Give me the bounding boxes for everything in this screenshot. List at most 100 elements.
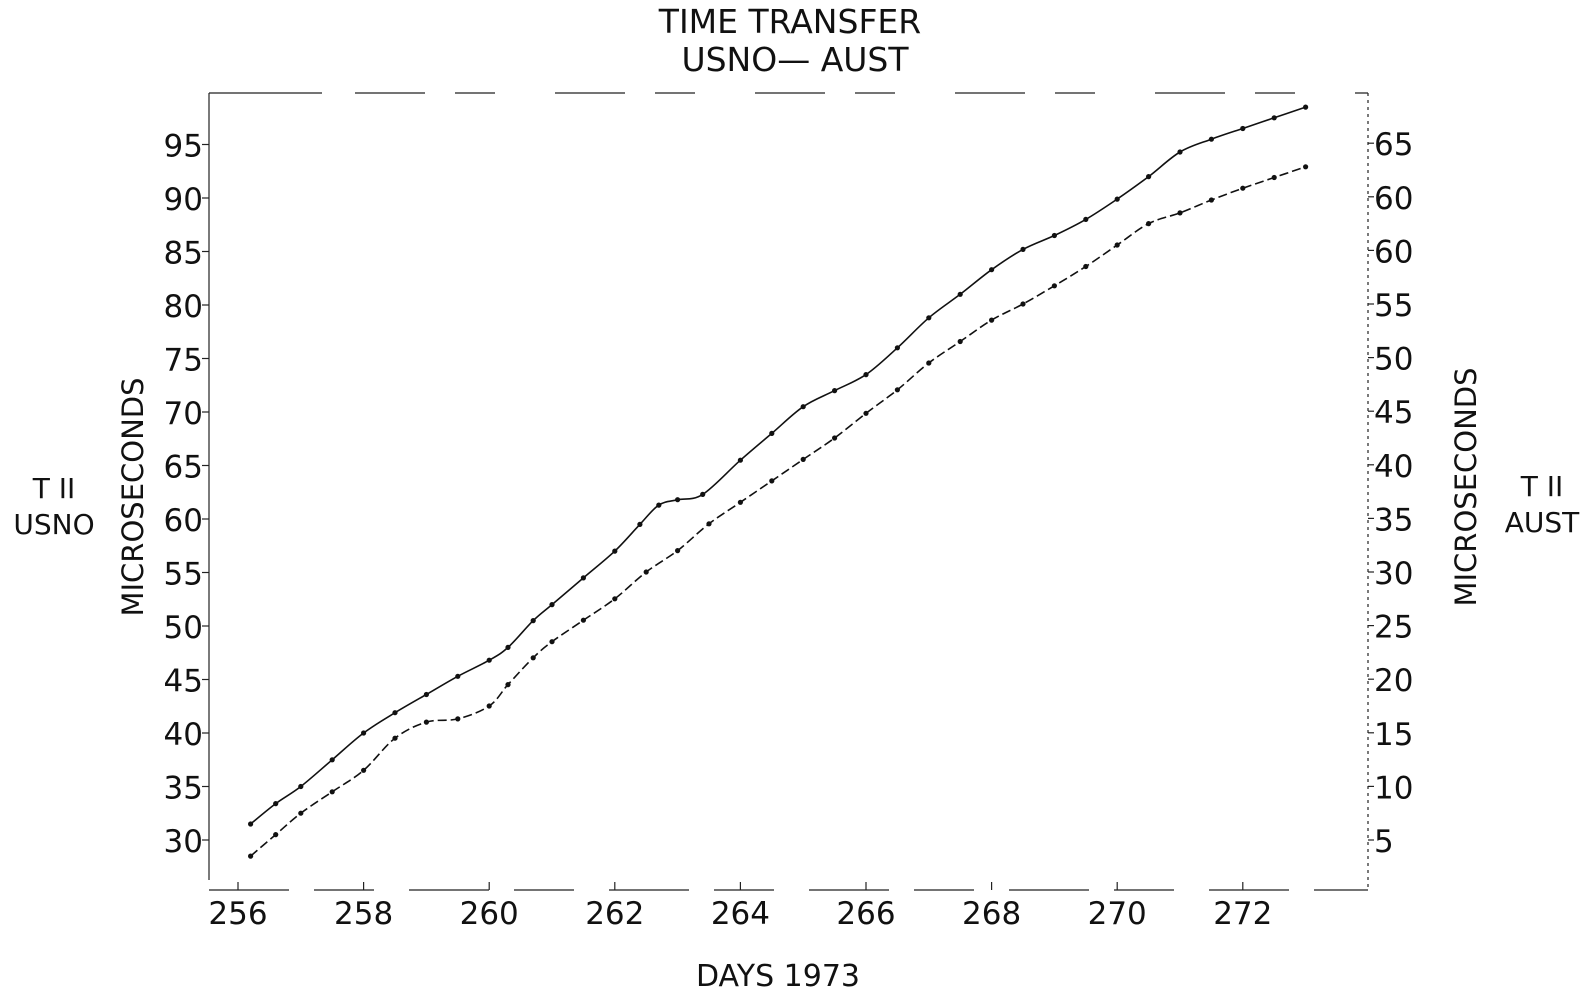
usno-data-point (1146, 174, 1152, 180)
aust-data-point (423, 719, 429, 725)
right-axis-label: MICROSECONDS (1449, 367, 1483, 606)
usno-data-point (505, 644, 511, 651)
right-tick-label: 45 (1374, 395, 1413, 431)
aust-data-point (273, 832, 279, 838)
left-tick-label: 90 (164, 182, 203, 218)
series-group (248, 104, 1309, 859)
usno-data-point (1083, 216, 1089, 222)
left-tick-label: 50 (164, 610, 203, 646)
usno-data-point (1051, 232, 1057, 239)
usno-data-point (530, 618, 536, 624)
aust-data-point (957, 338, 963, 345)
aust-data-point (800, 456, 806, 462)
aust-data-point (549, 639, 555, 645)
aust-data-point (1271, 174, 1277, 181)
right-tick-label: 50 (1374, 342, 1413, 378)
left-tick-label: 75 (164, 343, 203, 379)
right-tick-label: 60 (1374, 234, 1413, 270)
x-tick-label: 268 (962, 896, 1021, 932)
aust-data-point (643, 569, 649, 575)
usno-data-point (832, 388, 838, 394)
right-side-label-line2: AUST (1505, 506, 1580, 539)
aust-data-point (1208, 197, 1214, 203)
usno-data-point (1240, 125, 1246, 132)
usno-data-point (423, 691, 429, 698)
left-tick-label: 55 (164, 557, 203, 593)
usno-data-point (700, 491, 706, 497)
usno-data-point (926, 315, 932, 321)
aust-data-point (1177, 210, 1183, 216)
right-tick-label: 25 (1374, 610, 1413, 646)
right-tick-label: 65 (1374, 127, 1413, 163)
usno-data-point (1208, 136, 1214, 142)
right-tick-label: 55 (1374, 288, 1413, 324)
usno-data-point (894, 345, 901, 351)
aust-data-point (298, 810, 304, 816)
left-tick-label: 80 (164, 289, 203, 325)
left-tick-label: 35 (164, 771, 203, 807)
usno-data-point (580, 575, 587, 581)
aust-data-point (926, 360, 932, 366)
usno-data-point (248, 821, 254, 827)
left-side-label-line2: USNO (13, 508, 94, 541)
aust-data-point (989, 317, 995, 323)
x-tick-label: 256 (208, 896, 267, 932)
usno-data-point (989, 267, 995, 273)
aust-data-point (392, 735, 398, 741)
aust-data-point (580, 617, 587, 623)
usno-data-point (737, 457, 744, 463)
aust-data-point (530, 655, 536, 661)
left-tick-label: 70 (164, 396, 203, 432)
left-tick-label: 85 (164, 236, 203, 272)
x-tick-label: 264 (711, 896, 770, 932)
ticks-group: 30 35 40 45 50 55 60 65 70 75 80 85 90 95 5 10 15 20 25 30 3… (164, 127, 1414, 932)
right-side-label-line1: T II (1520, 470, 1564, 503)
usno-data-point (863, 372, 869, 378)
left-tick-label: 30 (164, 824, 203, 860)
right-tick-label: 5 (1374, 824, 1394, 860)
right-tick-label: 20 (1374, 663, 1413, 699)
chart-subtitle: USNO— AUST (681, 40, 909, 79)
aust-data-point (832, 435, 838, 441)
aust-data-point (455, 716, 461, 722)
aust-data-point (1240, 185, 1246, 191)
usno-data-point (455, 673, 461, 679)
aust-data-point (1303, 164, 1309, 170)
x-tick-label: 262 (585, 896, 644, 932)
usno-data-point (800, 404, 806, 410)
usno-data-point (361, 730, 367, 736)
aust-data-point (863, 410, 869, 416)
usno-data-point (298, 783, 304, 790)
left-tick-label: 45 (164, 664, 203, 700)
right-tick-label: 60 (1374, 181, 1413, 217)
right-tick-label: 15 (1374, 717, 1413, 753)
aust-data-point (612, 596, 618, 602)
x-tick-label: 270 (1088, 896, 1147, 932)
x-axis-label: DAYS 1973 (696, 959, 860, 994)
x-tick-label: 260 (460, 896, 519, 932)
usno-data-point (329, 757, 335, 763)
usno-data-point (1303, 104, 1309, 110)
aust-data-point (1146, 221, 1152, 227)
usno-data-point (957, 291, 963, 297)
usno-data-point (612, 548, 618, 554)
aust-data-point (505, 682, 511, 688)
usno-data-point (769, 430, 775, 436)
aust-data-point (1083, 263, 1089, 270)
usno-data-point (637, 521, 643, 528)
usno-data-point (392, 710, 398, 716)
aust-data-point (894, 387, 901, 393)
right-tick-label: 30 (1374, 556, 1413, 592)
aust-data-point (706, 521, 712, 527)
aust-data-point (329, 789, 335, 795)
aust-data-point (1020, 301, 1026, 307)
usno-series-line (250, 106, 1306, 825)
aust-data-point (248, 853, 254, 859)
axes-group (208, 92, 1369, 891)
usno-data-point (273, 801, 279, 807)
x-tick-label: 272 (1213, 896, 1272, 932)
chart-title: TIME TRANSFER (658, 2, 921, 41)
aust-data-point (1114, 242, 1120, 248)
right-tick-label: 40 (1374, 449, 1413, 485)
